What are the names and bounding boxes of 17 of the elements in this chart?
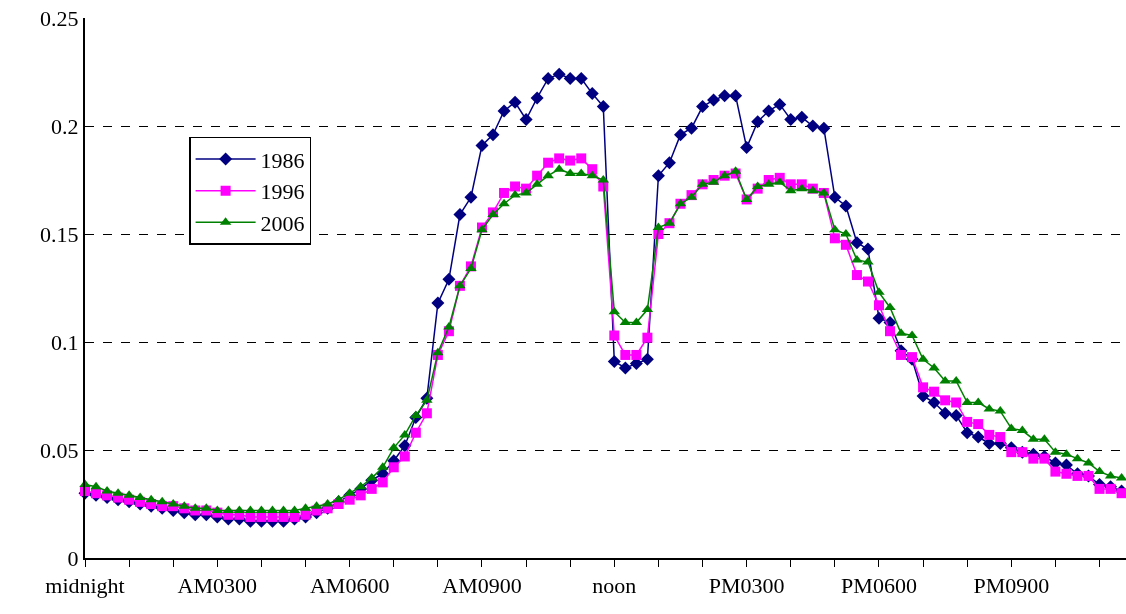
y-tick-label: 0.1 [51,329,79,355]
x-tick-label: PM0300 [708,573,785,599]
legend-label: 2006 [260,210,305,236]
y-tick-label: 0.2 [51,113,79,139]
legend-label: 1986 [260,147,305,173]
x-tick-label: PM0900 [973,573,1050,599]
y-tick-label: 0.05 [40,437,79,463]
x-tick-label: AM0900 [442,573,522,599]
x-tick-label: PM0600 [841,573,917,599]
x-tick-label: noon [592,573,637,599]
legend-label: 1996 [260,179,305,205]
x-tick-label: AM0300 [177,573,258,599]
x-tick-label: midnight [45,573,125,599]
y-tick-label: 0.25 [40,5,79,31]
y-tick-label: 0.15 [40,221,79,247]
x-tick-label: AM0600 [309,573,390,599]
y-tick-label: 0 [67,545,79,571]
